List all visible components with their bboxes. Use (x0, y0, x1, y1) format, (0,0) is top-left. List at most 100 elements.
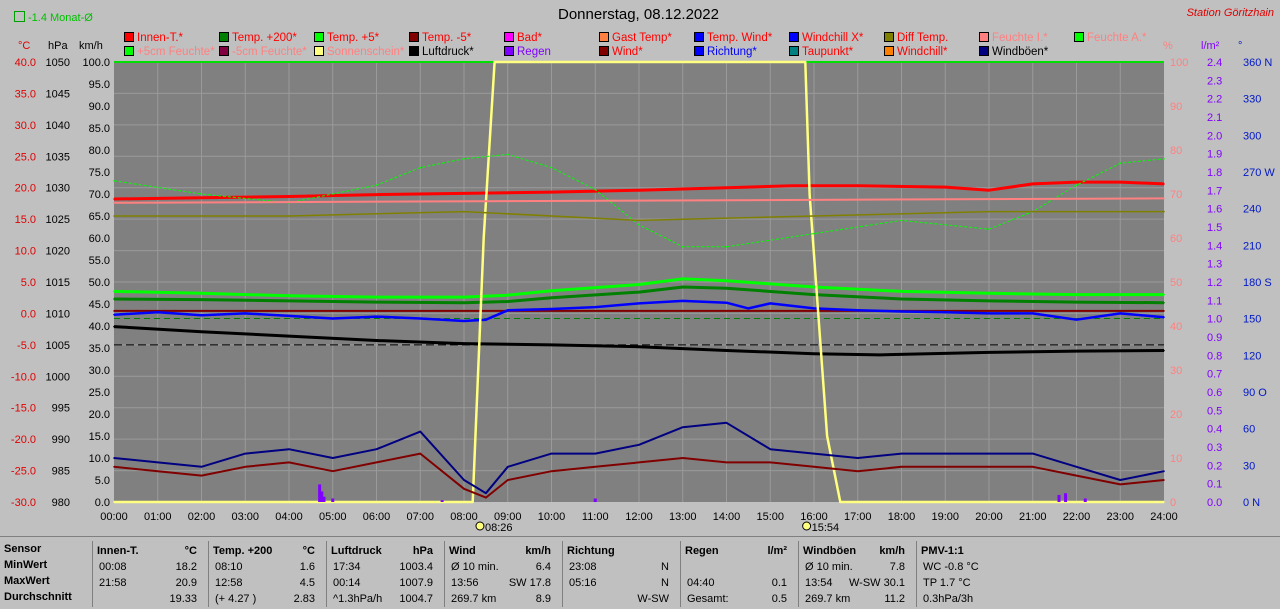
series-point (375, 461, 378, 464)
legend-label: Regen (517, 46, 551, 58)
legend-item[interactable]: Richtung* (694, 45, 757, 59)
legend-item[interactable]: Windchill X* (789, 31, 863, 45)
legend-item[interactable]: Windchill* (884, 45, 948, 59)
series-point (769, 302, 772, 305)
series-point (200, 314, 203, 317)
legend-item[interactable]: Temp. +200* (219, 31, 297, 45)
series-point (813, 232, 815, 235)
series-point (550, 296, 553, 299)
series-point (791, 185, 793, 187)
legend-item[interactable]: Luftdruck* (409, 45, 474, 59)
legend-item[interactable]: Bad* (504, 31, 542, 45)
stats-cell: 269.7 km (451, 593, 497, 605)
series-point (769, 461, 772, 464)
series-point (681, 457, 684, 459)
rain-tick-label: 0.4 (1207, 424, 1222, 436)
pressure-tick-label: 1045 (46, 88, 70, 100)
series-point (1075, 474, 1078, 477)
series-point (113, 202, 115, 204)
stats-row-label: MaxWert (4, 575, 50, 587)
series-point (804, 61, 807, 63)
series-point (1119, 483, 1122, 486)
legend-swatch-icon (314, 46, 324, 56)
x-tick-label: 06:00 (363, 511, 391, 523)
series-point (638, 302, 640, 305)
series-point (1163, 301, 1165, 304)
legend-swatch-icon (314, 32, 324, 42)
series-point (463, 158, 465, 160)
station-name: Station Göritzhain (1186, 7, 1274, 19)
legend-item[interactable]: Temp. Wind* (694, 31, 772, 45)
stats-cell: 08:10 (215, 561, 243, 573)
monthly-indicator[interactable]: -1.4 Monat-Ø (14, 11, 93, 24)
series-point (681, 426, 684, 429)
legend-item[interactable]: Temp. +5* (314, 31, 379, 45)
stats-cell: 00:14 (333, 577, 361, 589)
legend-item[interactable]: Innen-T.* (124, 31, 183, 45)
stats-cell: 1004.7 (399, 593, 433, 605)
legend-item[interactable]: Taupunkt* (789, 45, 853, 59)
series-point (1031, 452, 1034, 455)
series-point (200, 193, 203, 195)
legend-swatch-icon (599, 32, 609, 42)
stats-cell: 1003.4 (399, 561, 433, 573)
series-point (463, 210, 465, 213)
series-point (681, 278, 684, 280)
series-point (375, 301, 378, 303)
legend-item[interactable]: Wind* (599, 45, 643, 59)
stats-cell: Ø 10 min. (451, 561, 499, 573)
series-point (375, 339, 378, 342)
legend-item[interactable]: Temp. -5* (409, 31, 471, 45)
series-point (463, 479, 465, 481)
legend-label: Windchill X* (802, 32, 864, 44)
stats-column: PMV-1:1 WC -0.8 °C TP 1.7 °C 0.3hPa/3h (916, 541, 1029, 607)
temp-tick-label: -15.0 (11, 403, 36, 415)
speed-tick-label: 75.0 (89, 167, 110, 179)
legend-item[interactable]: Sonnenschein* (314, 45, 404, 59)
legend-item[interactable]: Feuchte I.* (979, 31, 1048, 45)
legend-swatch-icon (979, 32, 989, 42)
series-point (856, 309, 859, 312)
legend-item[interactable]: Feuchte A.* (1074, 31, 1146, 45)
legend-label: Feuchte I.* (992, 32, 1048, 44)
legend-item[interactable]: -5cm Feuchte* (219, 45, 307, 59)
series-point (944, 466, 947, 468)
direction-tick-label: 30 (1243, 460, 1255, 472)
legend-item[interactable]: Regen (504, 45, 551, 59)
x-tick-label: 20:00 (975, 511, 1003, 523)
stats-cell: N (661, 561, 669, 573)
series-point (1163, 470, 1165, 473)
rain-tick-label: 1.6 (1207, 204, 1222, 216)
rain-bar (1083, 498, 1087, 502)
stats-cell: l/m² (767, 545, 787, 557)
x-tick-label: 02:00 (188, 511, 216, 523)
pressure-tick-label: 1035 (46, 151, 70, 163)
series-point (113, 198, 115, 200)
sunrise-icon (475, 521, 485, 531)
rain-tick-label: 2.3 (1207, 75, 1222, 87)
series-point (900, 219, 903, 222)
series-point (1163, 210, 1165, 213)
series-point (988, 466, 990, 468)
x-tick-label: 24:00 (1150, 511, 1178, 523)
stats-column: Temp. +200 °C 08:10 1.6 12:58 4.5 (+ 4.27 ) 2.8… (208, 541, 321, 607)
series-point (506, 294, 509, 297)
series-point (725, 246, 728, 248)
rain-tick-label: 1.8 (1207, 167, 1222, 179)
percent-tick-label: 70 (1170, 189, 1182, 201)
series-point (813, 293, 815, 296)
legend-item[interactable]: +5cm Feuchte* (124, 45, 215, 59)
x-tick-label: 14:00 (713, 511, 741, 523)
legend-item[interactable]: Diff Temp. (884, 31, 948, 45)
direction-tick-label: 240 (1243, 204, 1261, 216)
series-point (1163, 349, 1165, 352)
series-point (1119, 181, 1122, 183)
legend-item[interactable]: Gast Temp* (599, 31, 672, 45)
series-point (200, 474, 203, 477)
checkbox-icon (14, 11, 25, 22)
legend-item[interactable]: Windböen* (979, 45, 1048, 59)
series-point (638, 461, 640, 464)
series-point (200, 298, 203, 301)
pressure-tick-label: 1030 (46, 183, 70, 195)
speed-tick-label: 35.0 (89, 343, 110, 355)
